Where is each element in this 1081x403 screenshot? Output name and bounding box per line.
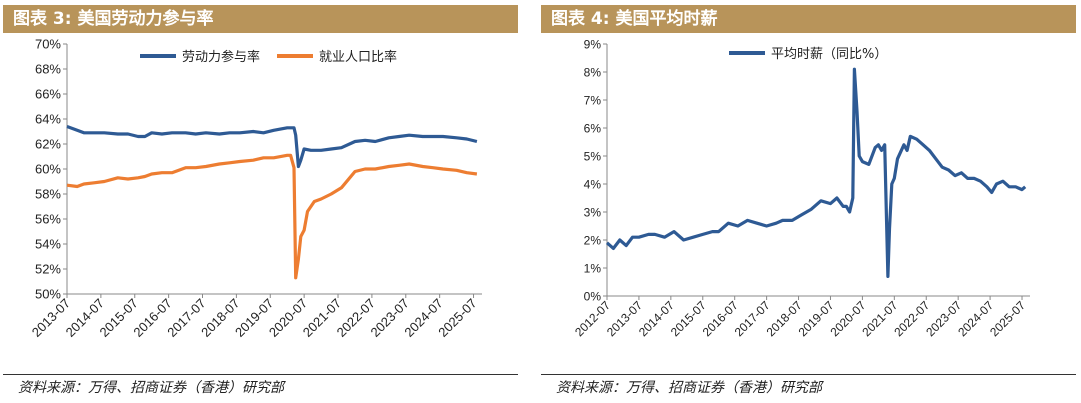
chart-right-title: 图表 4: 美国平均时薪 — [541, 5, 1076, 33]
y-tick-label: 4% — [584, 178, 602, 192]
y-tick-label: 70% — [35, 37, 61, 52]
y-tick-label: 68% — [35, 62, 61, 77]
y-tick-label: 54% — [35, 237, 61, 252]
y-tick-label: 64% — [35, 112, 61, 127]
y-tick-label: 56% — [35, 212, 61, 227]
x-tick-label: 2025-07 — [987, 298, 1028, 339]
y-tick-label: 0% — [584, 290, 602, 304]
legend-label-1: 平均时薪（同比%） — [771, 47, 887, 62]
series-line-1 — [605, 67, 1027, 278]
y-tick-label: 62% — [35, 137, 61, 152]
y-tick-label: 66% — [35, 87, 61, 102]
y-tick-label: 7% — [584, 94, 602, 108]
y-tick-label: 8% — [584, 66, 602, 80]
left-source-note: 资料来源：万得、招商证券（香港）研究部 — [18, 380, 284, 396]
legend-label-2: 就业人口比率 — [319, 49, 397, 65]
left-source-divider — [3, 374, 518, 375]
lfpr-chart: 50%52%54%56%58%60%62%64%66%68%70%2013-07… — [29, 37, 482, 340]
y-tick-label: 50% — [35, 287, 61, 302]
legend-label-1: 劳动力参与率 — [182, 49, 260, 65]
y-tick-label: 52% — [35, 262, 61, 277]
right-source-note: 资料来源：万得、招商证券（香港）研究部 — [556, 380, 822, 396]
y-tick-label: 5% — [584, 150, 602, 164]
y-tick-label: 6% — [584, 122, 602, 136]
series-line-2 — [66, 153, 478, 280]
y-tick-label: 58% — [35, 187, 61, 202]
chart-left-title: 图表 3: 美国劳动力参与率 — [3, 5, 518, 33]
y-tick-label: 1% — [584, 262, 602, 276]
wage-chart: 0%1%2%3%4%5%6%7%8%9%2012-072013-072014-0… — [572, 38, 1030, 339]
x-tick-label: 2025-07 — [435, 296, 479, 340]
y-tick-label: 9% — [584, 38, 602, 52]
series-line-1 — [66, 124, 478, 169]
y-tick-label: 3% — [584, 206, 602, 220]
right-source-divider — [541, 374, 1076, 375]
y-tick-label: 60% — [35, 162, 61, 177]
y-tick-label: 2% — [584, 234, 602, 248]
